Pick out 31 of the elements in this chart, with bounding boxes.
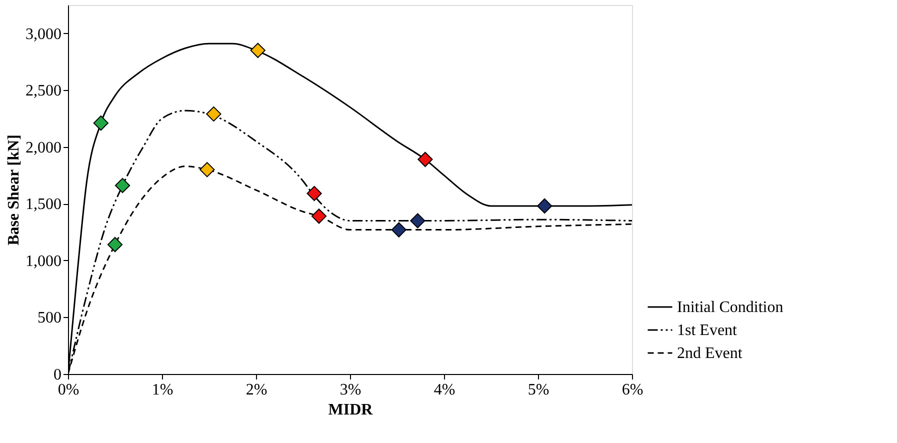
- point: [114, 178, 130, 194]
- x-tick-label: 6%: [622, 382, 644, 398]
- x-axis-title: MIDR: [328, 402, 374, 418]
- y-tick-label: 0: [54, 366, 62, 384]
- x-tick-label: 5%: [528, 382, 550, 398]
- y-tick-label: 1,000: [26, 252, 62, 270]
- point: [107, 236, 123, 252]
- x-tick-label: 0%: [58, 382, 80, 398]
- point: [306, 186, 322, 202]
- point: [93, 116, 108, 131]
- point: [537, 198, 552, 214]
- legend-label: 1st Event: [677, 322, 738, 339]
- legend-label: Initial Condition: [677, 299, 784, 316]
- x-tick-label: 1%: [152, 382, 174, 398]
- point: [250, 42, 266, 58]
- y-axis-title: Base Shear [kN]: [6, 134, 22, 246]
- x-tick-label: 2%: [246, 382, 268, 398]
- y-tick-label: 1,500: [26, 196, 62, 214]
- point: [311, 208, 327, 224]
- point: [200, 162, 215, 178]
- point: [418, 152, 433, 167]
- y-tick-label: 2,500: [26, 82, 62, 100]
- legend-label: 2nd Event: [677, 345, 743, 362]
- point: [410, 213, 426, 228]
- y-tick-label: 2,000: [26, 139, 62, 156]
- point: [206, 106, 222, 122]
- y-tick-label: 3,000: [26, 26, 62, 43]
- x-tick-label: 3%: [340, 382, 362, 398]
- point: [391, 222, 406, 238]
- y-tick-label: 500: [38, 310, 62, 327]
- x-tick-label: 4%: [434, 382, 456, 398]
